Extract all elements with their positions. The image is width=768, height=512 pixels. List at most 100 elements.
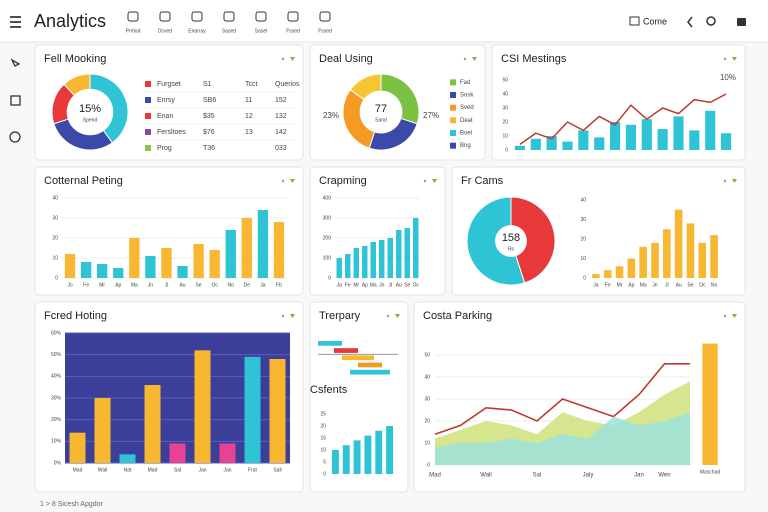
x-tick-label: No: [711, 282, 718, 288]
table-cell: 152: [275, 97, 287, 104]
panel-menu[interactable]: [723, 314, 727, 318]
panel-menu[interactable]: [463, 57, 467, 61]
bar: [639, 246, 647, 278]
x-tick-label: Mad: [148, 467, 158, 473]
nav-icon[interactable]: [10, 95, 21, 106]
bar: [345, 254, 351, 278]
bar: [387, 238, 393, 278]
x-tick-label: Wall: [98, 467, 108, 473]
x-tick-label: Se: [196, 282, 202, 288]
x-tick-label: Oc: [413, 282, 420, 288]
donut-sub: Sand: [375, 117, 387, 123]
panel-title: Fell Mooking: [44, 53, 106, 65]
nav-icon[interactable]: [9, 131, 21, 143]
table-cell: S1: [203, 81, 212, 88]
bar: [627, 258, 636, 278]
nav-icon[interactable]: [10, 58, 21, 67]
panel-toggle[interactable]: [732, 179, 737, 183]
row-chip: [145, 81, 151, 87]
panel-toggle[interactable]: [395, 314, 400, 318]
action-label[interactable]: Come: [643, 16, 667, 26]
right-tools: Come: [629, 16, 746, 28]
panel-menu[interactable]: [386, 314, 390, 318]
bar: [609, 122, 621, 150]
row-chip: [145, 145, 151, 151]
x-tick-label: Jl: [665, 282, 669, 288]
x-tick-label: Mr: [617, 282, 623, 288]
x-tick-label: Wen: [658, 473, 670, 479]
x-tick-label: Jn: [148, 282, 154, 288]
search-icon[interactable]: [706, 16, 716, 26]
bar: [119, 454, 136, 463]
panel-toggle[interactable]: [732, 57, 737, 61]
bar: [641, 119, 652, 150]
bar: [562, 141, 573, 150]
panel-menu[interactable]: [281, 179, 285, 183]
x-tick-label: Jn: [652, 282, 658, 288]
x-tick-label: Frat: [248, 467, 258, 473]
y-tick-label: 5: [323, 459, 326, 465]
x-tick-label: Ja: [260, 282, 266, 288]
bar: [651, 242, 659, 278]
tool-icon[interactable]: [127, 11, 139, 22]
donut-segment: [466, 196, 526, 286]
panel-menu[interactable]: [723, 179, 727, 183]
panel-toggle[interactable]: [732, 314, 737, 318]
y-tick-label: 0: [427, 462, 430, 468]
tool-icon[interactable]: [223, 11, 235, 22]
calendar-icon[interactable]: [629, 16, 640, 26]
bag-icon[interactable]: [737, 18, 746, 26]
panel-toggle[interactable]: [290, 179, 295, 183]
panel-title: Fr Cams: [461, 175, 504, 187]
panel-title: Crapming: [319, 175, 367, 187]
panel-toggle[interactable]: [290, 57, 295, 61]
legend-label: Deat: [460, 118, 473, 124]
y-tick-label: 50%: [51, 352, 62, 358]
panel-menu[interactable]: [723, 57, 727, 61]
donut-left-label: 23%: [323, 111, 339, 120]
tool-label: Sasel: [255, 28, 268, 34]
menu-icon[interactable]: [10, 16, 21, 28]
tool-icon[interactable]: [287, 11, 299, 22]
header-bar: [0, 0, 768, 42]
x-tick-label: Mr: [353, 282, 359, 288]
x-tick-label: Jan: [634, 473, 644, 479]
tool-icon[interactable]: [191, 11, 203, 22]
panel-toggle[interactable]: [472, 57, 477, 61]
table-cell: Fersltoes: [157, 129, 186, 136]
panel-menu[interactable]: [281, 57, 285, 61]
panel-menu[interactable]: [423, 179, 427, 183]
panel-menu[interactable]: [281, 314, 285, 318]
tool-icon[interactable]: [255, 11, 267, 22]
legend-swatch: [450, 117, 456, 124]
bar: [370, 242, 376, 278]
bar: [404, 228, 410, 278]
tool-icon[interactable]: [319, 11, 331, 22]
bar: [225, 230, 236, 278]
tool-icon[interactable]: [159, 11, 171, 22]
bar: [113, 268, 124, 278]
panel-toggle[interactable]: [290, 314, 295, 318]
legend-label: Bng: [460, 143, 471, 149]
donut-center: 77: [375, 103, 387, 115]
table-cell: Tcct: [245, 81, 258, 88]
back-icon[interactable]: [687, 16, 693, 28]
y-tick-label: 300: [323, 215, 332, 221]
donut-sub: Rs: [508, 246, 515, 252]
bar: [64, 254, 76, 278]
footer: 1 > 8 Sicesh Apgdor: [40, 501, 104, 508]
bar: [657, 129, 668, 150]
gantt-bar: [358, 362, 382, 368]
legend-swatch: [450, 92, 456, 98]
y-tick-label: 20%: [51, 417, 62, 423]
legend-label: Sved: [460, 105, 474, 111]
bar: [145, 256, 156, 278]
y-tick-label: 50: [424, 352, 430, 358]
panel-toggle[interactable]: [432, 179, 437, 183]
legend-swatch: [450, 104, 456, 111]
bar: [336, 258, 342, 278]
panel-title: Cotternal Peting: [44, 175, 123, 187]
bar: [578, 130, 589, 150]
x-tick-label: Jo: [67, 282, 73, 288]
bar: [129, 238, 140, 278]
